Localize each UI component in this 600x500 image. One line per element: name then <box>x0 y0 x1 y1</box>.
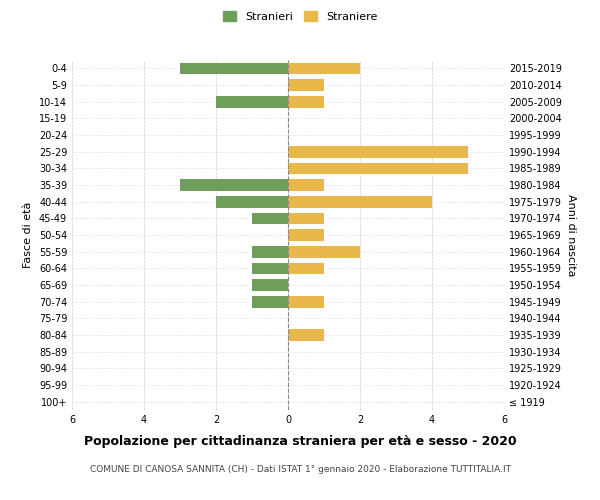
Bar <box>288 179 324 191</box>
Bar <box>216 196 288 207</box>
Bar <box>288 296 324 308</box>
Bar <box>252 296 288 308</box>
Bar <box>180 179 288 191</box>
Text: COMUNE DI CANOSA SANNITA (CH) - Dati ISTAT 1° gennaio 2020 - Elaborazione TUTTIT: COMUNE DI CANOSA SANNITA (CH) - Dati IST… <box>89 465 511 474</box>
Bar <box>288 196 432 207</box>
Bar <box>252 212 288 224</box>
Bar <box>288 246 360 258</box>
Bar <box>216 96 288 108</box>
Legend: Stranieri, Straniere: Stranieri, Straniere <box>219 8 381 25</box>
Y-axis label: Fasce di età: Fasce di età <box>23 202 33 268</box>
Y-axis label: Anni di nascita: Anni di nascita <box>566 194 575 276</box>
Bar <box>288 262 324 274</box>
Bar <box>288 162 468 174</box>
Bar <box>252 246 288 258</box>
Bar <box>252 279 288 291</box>
Bar <box>288 62 360 74</box>
Bar <box>252 262 288 274</box>
Text: Popolazione per cittadinanza straniera per età e sesso - 2020: Popolazione per cittadinanza straniera p… <box>83 435 517 448</box>
Bar <box>288 229 324 241</box>
Bar <box>180 62 288 74</box>
Bar <box>288 329 324 341</box>
Bar <box>288 79 324 91</box>
Bar <box>288 146 468 158</box>
Bar <box>288 96 324 108</box>
Bar <box>288 212 324 224</box>
